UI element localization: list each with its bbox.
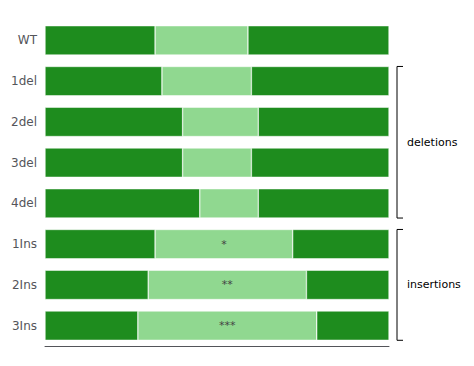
- svg-text:1Ins: 1Ins: [12, 237, 37, 251]
- svg-text:*: *: [221, 238, 227, 251]
- svg-text:WT: WT: [18, 33, 38, 47]
- svg-text:4del: 4del: [11, 196, 37, 210]
- svg-text:3Ins: 3Ins: [12, 319, 37, 333]
- svg-text:3del: 3del: [11, 156, 37, 170]
- svg-text:2del: 2del: [11, 115, 37, 129]
- svg-text:insertions: insertions: [407, 278, 461, 291]
- svg-text:***: ***: [219, 319, 236, 332]
- svg-text:1del: 1del: [11, 74, 37, 88]
- svg-text:**: **: [222, 278, 234, 291]
- svg-text:deletions: deletions: [407, 136, 458, 149]
- svg-text:2Ins: 2Ins: [12, 278, 37, 292]
